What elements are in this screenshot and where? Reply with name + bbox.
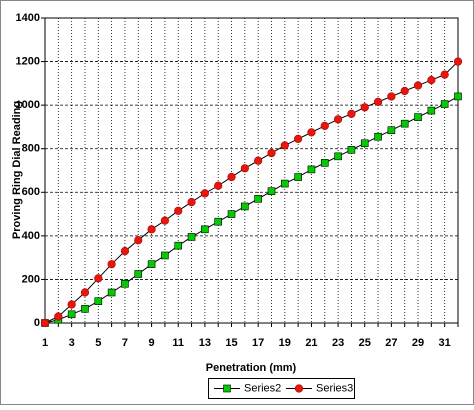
x-tick-label: 3 bbox=[69, 337, 75, 349]
plot-area bbox=[44, 17, 459, 324]
data-point bbox=[267, 187, 276, 195]
x-tick-label: 25 bbox=[359, 337, 371, 349]
y-axis-label: Proving Ring Dial Reading bbox=[11, 101, 23, 239]
data-point bbox=[147, 225, 156, 234]
data-point bbox=[254, 156, 263, 165]
data-point bbox=[174, 241, 183, 250]
x-tick-label: 9 bbox=[149, 337, 155, 349]
x-tick-label: 21 bbox=[305, 337, 317, 349]
data-point bbox=[414, 113, 422, 121]
data-point bbox=[360, 103, 369, 112]
x-tick-label: 19 bbox=[279, 337, 291, 349]
data-point bbox=[347, 146, 356, 154]
data-point bbox=[107, 260, 116, 269]
data-point bbox=[400, 86, 409, 96]
y-tick-label: 800 bbox=[22, 143, 40, 155]
x-tick-label: 23 bbox=[332, 337, 344, 349]
data-point bbox=[187, 197, 196, 207]
legend-label: Series2 bbox=[244, 382, 281, 394]
data-point bbox=[120, 247, 130, 256]
legend bbox=[208, 378, 355, 399]
data-point bbox=[400, 119, 409, 128]
x-tick-label: 7 bbox=[122, 337, 128, 349]
data-point bbox=[387, 126, 396, 134]
data-point bbox=[147, 260, 156, 268]
x-tick-label: 5 bbox=[95, 337, 101, 349]
data-point bbox=[81, 305, 89, 313]
data-point bbox=[160, 216, 170, 225]
data-point bbox=[427, 75, 436, 85]
data-point bbox=[80, 288, 90, 297]
data-point bbox=[320, 121, 329, 130]
data-point bbox=[214, 217, 222, 226]
data-point bbox=[134, 270, 143, 278]
data-point bbox=[161, 251, 169, 260]
data-point bbox=[187, 233, 196, 241]
data-point bbox=[334, 152, 342, 161]
x-tick-label: 13 bbox=[199, 337, 211, 349]
data-point bbox=[241, 202, 249, 211]
data-point bbox=[333, 115, 343, 124]
data-point bbox=[267, 148, 276, 158]
x-tick-label: 31 bbox=[439, 337, 451, 349]
data-point bbox=[440, 70, 449, 79]
data-point bbox=[94, 274, 103, 283]
data-point bbox=[201, 225, 209, 234]
x-tick-label: 11 bbox=[172, 337, 184, 349]
data-point bbox=[440, 100, 449, 108]
data-point bbox=[254, 195, 262, 203]
x-axis-label: Penetration (mm) bbox=[206, 362, 297, 374]
y-tick-label: 1200 bbox=[16, 55, 40, 67]
data-point bbox=[67, 300, 76, 309]
data-point bbox=[454, 92, 462, 101]
data-point bbox=[373, 97, 383, 106]
legend-marker bbox=[294, 384, 304, 393]
y-tick-label: 1400 bbox=[16, 12, 40, 24]
data-point bbox=[280, 141, 289, 150]
data-point bbox=[413, 81, 423, 90]
legend-label: Series3 bbox=[316, 382, 353, 394]
data-point bbox=[320, 159, 329, 167]
x-tick-label: 17 bbox=[252, 337, 264, 349]
data-point bbox=[374, 132, 382, 141]
data-point bbox=[427, 106, 436, 115]
y-tick-label: 400 bbox=[22, 230, 40, 242]
x-tick-label: 29 bbox=[412, 337, 424, 349]
data-point bbox=[94, 297, 103, 306]
data-point bbox=[281, 179, 289, 188]
data-point bbox=[347, 109, 356, 118]
data-point bbox=[227, 172, 236, 182]
data-point bbox=[214, 181, 223, 190]
data-point bbox=[54, 312, 63, 321]
data-point bbox=[453, 57, 463, 66]
data-point bbox=[307, 128, 316, 137]
y-tick-label: 200 bbox=[22, 273, 40, 285]
data-point bbox=[107, 288, 116, 297]
data-point bbox=[200, 189, 209, 198]
data-point bbox=[40, 318, 50, 328]
y-tick-label: 1000 bbox=[16, 99, 40, 111]
y-tick-label: 600 bbox=[22, 186, 40, 198]
data-point bbox=[387, 92, 396, 101]
legend-marker bbox=[223, 384, 231, 393]
data-point bbox=[240, 164, 249, 173]
data-point bbox=[294, 134, 303, 144]
data-point bbox=[121, 279, 129, 288]
x-tick-label: 1 bbox=[42, 337, 48, 349]
data-point bbox=[294, 173, 302, 181]
y-tick-label: 0 bbox=[34, 317, 40, 329]
data-point bbox=[307, 165, 316, 174]
data-point bbox=[67, 310, 76, 319]
data-point bbox=[134, 236, 143, 245]
data-point bbox=[174, 206, 183, 215]
data-point bbox=[227, 210, 236, 218]
x-tick-label: 27 bbox=[385, 337, 397, 349]
x-tick-label: 15 bbox=[225, 337, 237, 349]
data-point bbox=[360, 139, 369, 148]
